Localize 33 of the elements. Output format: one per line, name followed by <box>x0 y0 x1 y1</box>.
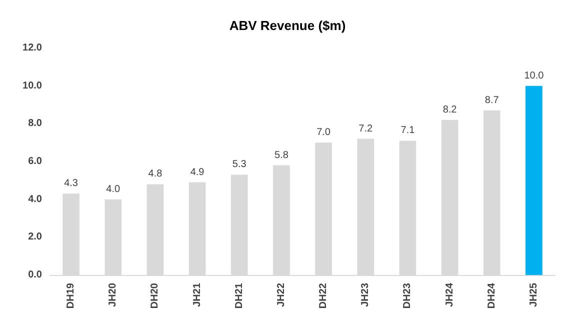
data-label: 4.9 <box>190 166 205 178</box>
data-label: 8.2 <box>442 104 458 116</box>
chart-title: ABV Revenue ($m) <box>229 18 346 33</box>
x-tick-label: DH20 <box>150 282 161 309</box>
data-label: 5.3 <box>232 159 247 170</box>
x-tick-label: DH22 <box>318 282 330 309</box>
data-label: 4.8 <box>148 168 163 180</box>
x-tick-label: DH21 <box>234 282 245 309</box>
x-tick-label: DH23 <box>402 282 414 309</box>
data-label: 5.8 <box>274 150 289 161</box>
x-tick-label: JH24 <box>444 282 456 307</box>
y-tick-label: 6.0 <box>28 156 42 167</box>
data-label: 7.0 <box>316 127 331 138</box>
x-tick-label: DH19 <box>66 282 77 309</box>
data-label: 7.1 <box>400 125 416 136</box>
x-tick-label: JH21 <box>192 282 203 307</box>
x-tick-label: JH22 <box>276 282 287 307</box>
y-tick-label: 0.0 <box>28 270 42 280</box>
y-tick-label: 10.0 <box>22 80 42 92</box>
y-tick-label: 2.0 <box>28 232 42 243</box>
x-tick-label: DH24 <box>486 282 498 309</box>
x-tick-label: JH25 <box>528 282 540 307</box>
y-tick-label: 8.0 <box>28 118 42 130</box>
bar <box>526 86 542 275</box>
x-tick-label: JH20 <box>108 282 119 307</box>
x-tick-label: JH23 <box>360 282 372 307</box>
data-label: 4.0 <box>106 184 121 195</box>
data-label: 8.7 <box>484 94 500 106</box>
y-tick-label: 12.0 <box>22 42 42 54</box>
data-label: 4.3 <box>64 178 78 190</box>
data-label: 7.2 <box>358 123 374 134</box>
data-label: 10.0 <box>524 70 544 82</box>
y-tick-label: 4.0 <box>28 194 42 205</box>
